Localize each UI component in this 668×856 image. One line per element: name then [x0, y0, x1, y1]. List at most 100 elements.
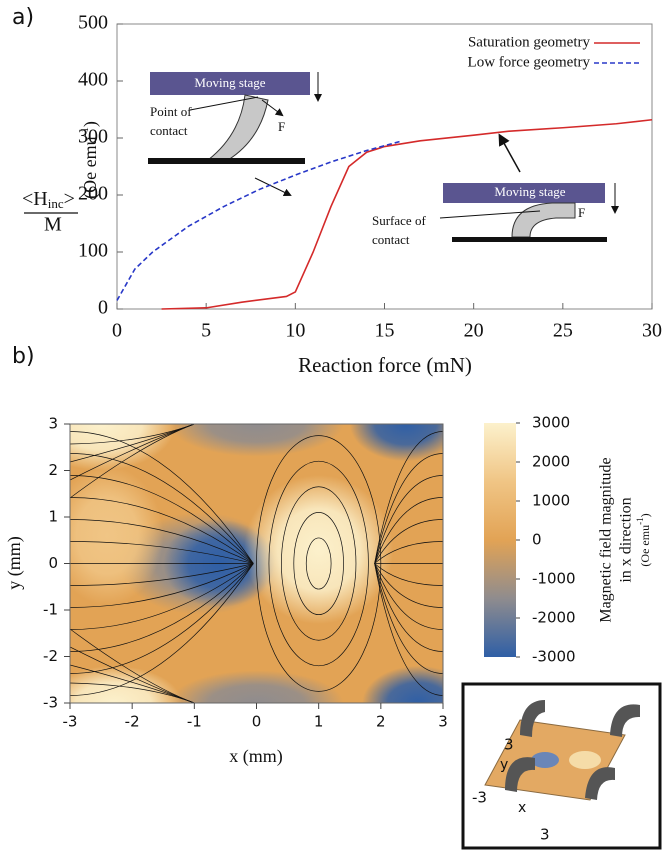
- field-blob: [169, 424, 344, 457]
- beam: [511, 202, 576, 238]
- inset-label: 3: [540, 826, 550, 844]
- y-axis-unit: (Oe emu-1): [79, 121, 102, 199]
- colorbar-tick-label: -2000: [532, 609, 576, 627]
- inset-label: x: [518, 800, 526, 816]
- streamline: [268, 460, 369, 667]
- streamline: [70, 424, 195, 499]
- y-tick-label: 1: [48, 508, 58, 526]
- colorbar-tick-label: -1000: [532, 570, 576, 588]
- y-tick-label: 0: [48, 554, 58, 572]
- streamline: [70, 475, 254, 564]
- inset-3d: 3 y -3 x 3: [461, 682, 662, 850]
- y-tick-label: 200: [78, 183, 108, 205]
- colorbar-tick-label: 3000: [532, 414, 570, 432]
- streamline: [70, 628, 195, 703]
- x-tick-label: 5: [201, 320, 211, 342]
- y-tick-label: -1: [43, 601, 58, 619]
- y-tick-label: -3: [43, 694, 58, 712]
- magnet: [585, 767, 615, 800]
- streamline: [70, 563, 254, 674]
- field-blob: [169, 670, 344, 703]
- panel-label: b): [12, 344, 35, 369]
- streamline: [374, 563, 443, 652]
- ground: [148, 158, 305, 164]
- arrow: [254, 177, 292, 196]
- streamline: [70, 563, 254, 696]
- magnet: [520, 700, 545, 737]
- legend-label: Saturation geometry: [468, 34, 591, 50]
- streamline: [70, 563, 254, 630]
- streamline: [70, 497, 254, 564]
- field-blob: [362, 665, 443, 703]
- colorbar-label: Magnetic field magnitude: [598, 457, 615, 622]
- streamline: [374, 563, 443, 696]
- ground: [452, 237, 607, 242]
- inset-label: y: [500, 757, 508, 773]
- streamline: [70, 431, 254, 564]
- streamline: [374, 563, 443, 674]
- annotation: contact: [150, 123, 188, 138]
- colorbar-label: in x direction: [618, 497, 635, 582]
- x-tick-label: 25: [553, 320, 573, 342]
- streamline: [374, 431, 443, 564]
- x-tick-label: -1: [187, 713, 202, 731]
- annotation: F: [278, 119, 285, 134]
- streamline: [374, 563, 443, 608]
- streamline: [374, 497, 443, 564]
- streamline: [374, 563, 443, 630]
- force-arrow: [261, 99, 284, 117]
- colorbar: [484, 423, 516, 657]
- y-axis-label: M: [44, 214, 62, 236]
- annotation: Point of: [150, 104, 192, 119]
- y-tick-label: 300: [78, 126, 108, 148]
- x-tick-label: -2: [125, 713, 140, 731]
- streamline: [70, 563, 254, 652]
- streamline: [281, 486, 357, 641]
- annotation: Moving stage: [194, 75, 265, 90]
- x-tick-label: 30: [642, 320, 662, 342]
- x-tick-label: -3: [63, 713, 78, 731]
- inset-surface-contact: Moving stage Surface of contact F: [372, 133, 619, 247]
- magnet: [505, 757, 535, 792]
- streamline: [70, 563, 254, 586]
- panel-label: a): [12, 5, 34, 30]
- colorbar-tick-label: 2000: [532, 453, 570, 471]
- y-axis-label: <Hinc>: [22, 188, 75, 211]
- streamline: [374, 563, 443, 586]
- y-tick-label: 0: [98, 297, 108, 319]
- x-tick-label: 20: [464, 320, 484, 342]
- streamline: [374, 519, 443, 564]
- inset-point-contact: Moving stage Point of contact F: [148, 72, 322, 196]
- blue-spot: [531, 752, 559, 768]
- arrow: [498, 133, 521, 173]
- streamline: [293, 511, 344, 615]
- y-axis-label: y (mm): [4, 536, 25, 590]
- field-blob: [349, 424, 443, 462]
- annotation: contact: [372, 232, 410, 247]
- leader: [439, 210, 541, 219]
- field-blob: [70, 665, 182, 703]
- annotation: Moving stage: [494, 184, 565, 199]
- y-tick-label: 400: [78, 69, 108, 91]
- colorbar-unit: (Oe emu-1): [635, 513, 652, 566]
- x-tick-label: 15: [375, 320, 395, 342]
- field-map: [70, 424, 443, 703]
- stage: [150, 72, 310, 95]
- y-tick-label: -2: [43, 647, 58, 665]
- series-line: [161, 118, 653, 310]
- y-tick-label: 100: [78, 240, 108, 262]
- streamline: [70, 541, 254, 564]
- y-tick-label: 500: [78, 12, 108, 34]
- series-line: [116, 140, 403, 301]
- streamline: [374, 453, 443, 564]
- x-axis-label: x (mm): [229, 746, 283, 767]
- cream-spot: [569, 751, 601, 769]
- field-blob: [70, 465, 164, 606]
- inset-label: -3: [472, 789, 487, 807]
- x-tick-label: 0: [112, 320, 122, 342]
- annotation: F: [578, 205, 585, 220]
- streamline: [70, 519, 254, 564]
- x-tick-label: 3: [438, 713, 448, 731]
- streamline: [305, 537, 332, 590]
